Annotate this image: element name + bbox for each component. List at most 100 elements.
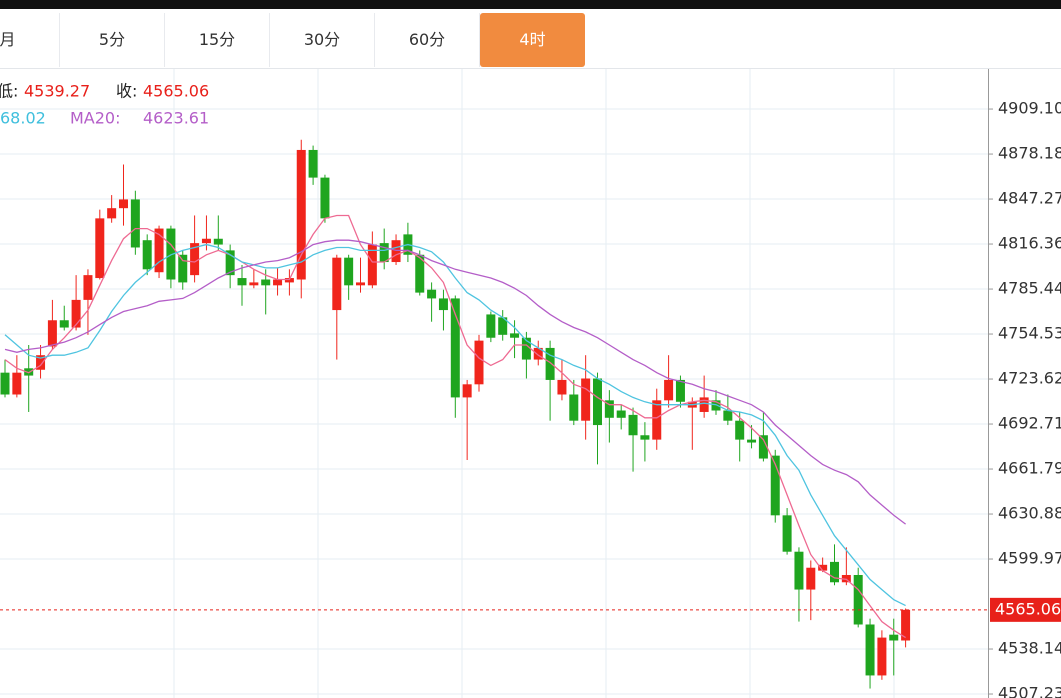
candle-body [581,378,591,421]
candle-body [249,282,259,286]
candle-body [201,238,211,244]
y-tick-label: 4630.88 [998,504,1061,523]
candle-body [901,609,911,641]
y-tick-label: 4785.44 [998,279,1061,298]
candle-body [438,298,448,311]
candle-body [213,238,223,245]
candle-body [36,355,46,370]
candle-body [604,400,614,418]
candle-body [498,317,508,335]
candle-body [119,199,128,209]
y-tick-label: 4692.71 [998,414,1061,433]
candle-body [320,177,330,219]
info-ma10-value: 68.02 [0,109,46,128]
candle-body [59,320,69,328]
y-tick-label: 4847.27 [998,189,1061,208]
candle-body [47,320,57,347]
candle-body [593,378,602,426]
y-tick-label: 4538.14 [998,639,1061,658]
candle-body [415,254,425,293]
info-low-label: 低: [0,82,18,101]
candle-body [462,384,472,398]
candle-body [71,299,81,328]
candle-body [83,275,93,300]
candle-body [652,400,662,440]
candle-body [664,379,674,401]
candle-body [486,314,496,338]
candle-body [190,243,200,276]
candle-body [142,240,152,270]
candle-body [130,199,140,248]
candle-body [379,243,389,263]
candle-body [699,397,709,412]
candle-body [367,244,377,286]
candle-body [794,551,804,590]
candle-body [853,574,863,625]
candle-body [510,333,520,338]
candle-body [770,455,780,516]
vertical-grid [173,69,895,698]
candle-body [308,149,318,178]
y-tick-label: 4723.62 [998,369,1061,388]
ma-line [4,243,906,607]
candle-body [521,337,531,360]
candle-body [237,278,247,286]
candle-body [225,250,235,276]
candle-body [557,379,567,395]
candle-body [806,567,816,590]
candle-body [758,435,768,459]
candle-body [569,394,579,421]
info-low-value: 4539.27 [24,82,90,101]
y-tick-label: 4661.79 [998,459,1061,478]
top-bar [0,0,1061,9]
y-tick-label: 4599.97 [998,549,1061,568]
candle-body [628,414,638,436]
candle-body [841,574,851,583]
ma-line [4,214,906,639]
period-tab[interactable]: 15分 [165,13,270,67]
info-ma20-value: 4623.61 [143,109,209,128]
candle-body [533,347,543,360]
info-close-value: 4565.06 [143,82,209,101]
last-price-box [990,597,1061,622]
candle-body [616,410,626,418]
candle-body [284,278,294,283]
candle-body [450,298,460,398]
candle-body [178,254,188,283]
candle-body [865,624,875,676]
candle-body [261,279,271,286]
candle-body [356,282,365,286]
candle-body [427,289,437,299]
candle-body [782,515,792,552]
candle-body [747,439,757,443]
period-tab[interactable]: 5分 [60,13,165,67]
candle-body [640,435,650,440]
candle-body [545,347,555,380]
candle-body [95,218,105,279]
period-tab[interactable]: 60分 [375,13,480,67]
candle-body [735,420,745,440]
y-tick-label: 4507.23 [998,684,1061,698]
y-tick-label: 4754.53 [998,324,1061,343]
period-tab[interactable]: 30分 [270,13,375,67]
candle-body [0,372,10,395]
candle-body [889,634,899,641]
period-tabs: 月 5分 15分 30分 60分 4时 [0,13,1061,69]
y-tick-label: 4909.10 [998,99,1061,118]
candle-body [391,240,401,263]
candle-body [166,228,176,280]
candle-body [344,257,354,286]
period-tab[interactable]: 月 [0,13,60,67]
y-tick-label: 4878.18 [998,144,1061,163]
candle-body [273,279,283,286]
candle-body [474,340,484,385]
candle-body [12,372,22,395]
candle-body [296,149,306,280]
candle-body [332,257,342,311]
candle-body [877,637,887,676]
period-tab[interactable]: 4时 [480,13,585,67]
candle-body [154,228,164,273]
candle-body [675,379,685,402]
